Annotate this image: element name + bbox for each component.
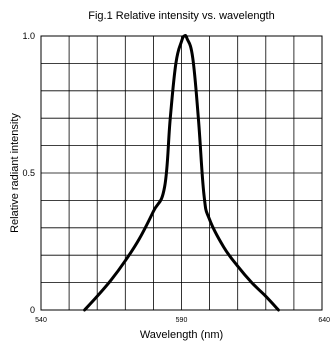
y-tick-label: 0 xyxy=(30,305,35,315)
spectrum-curve xyxy=(83,33,280,312)
grid xyxy=(41,36,322,310)
x-tick-label: 590 xyxy=(176,317,188,324)
chart-title: Fig.1 Relative intensity vs. wavelength xyxy=(88,10,274,22)
x-axis-label: Wavelength (nm) xyxy=(140,329,223,341)
x-tick-label: 540 xyxy=(35,317,47,324)
series-group xyxy=(83,33,280,312)
y-tick-label: 0.5 xyxy=(22,168,35,178)
x-tick-label: 640 xyxy=(318,317,330,324)
tick-labels: 540 590 640 0 0.5 1.0 xyxy=(22,31,330,324)
y-tick-label: 1.0 xyxy=(22,31,35,41)
y-axis-label: Relative radiant intensity xyxy=(9,113,21,233)
plot-frame xyxy=(40,35,323,311)
